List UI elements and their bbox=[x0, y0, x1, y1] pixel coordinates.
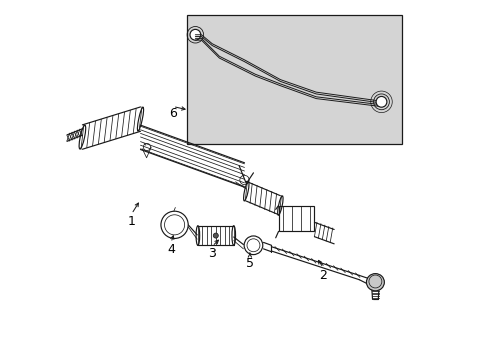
Circle shape bbox=[161, 211, 188, 238]
Text: 1: 1 bbox=[127, 215, 135, 228]
Text: 3: 3 bbox=[208, 247, 216, 260]
Text: 6: 6 bbox=[168, 107, 176, 120]
Bar bbox=[187, 15, 402, 144]
Bar bbox=[278, 206, 314, 231]
Ellipse shape bbox=[366, 274, 384, 291]
Text: 4: 4 bbox=[167, 243, 175, 256]
Circle shape bbox=[244, 236, 262, 255]
Text: 2: 2 bbox=[319, 269, 326, 282]
Text: 5: 5 bbox=[245, 257, 253, 270]
Circle shape bbox=[190, 30, 201, 40]
Circle shape bbox=[375, 96, 386, 107]
Circle shape bbox=[213, 233, 218, 238]
